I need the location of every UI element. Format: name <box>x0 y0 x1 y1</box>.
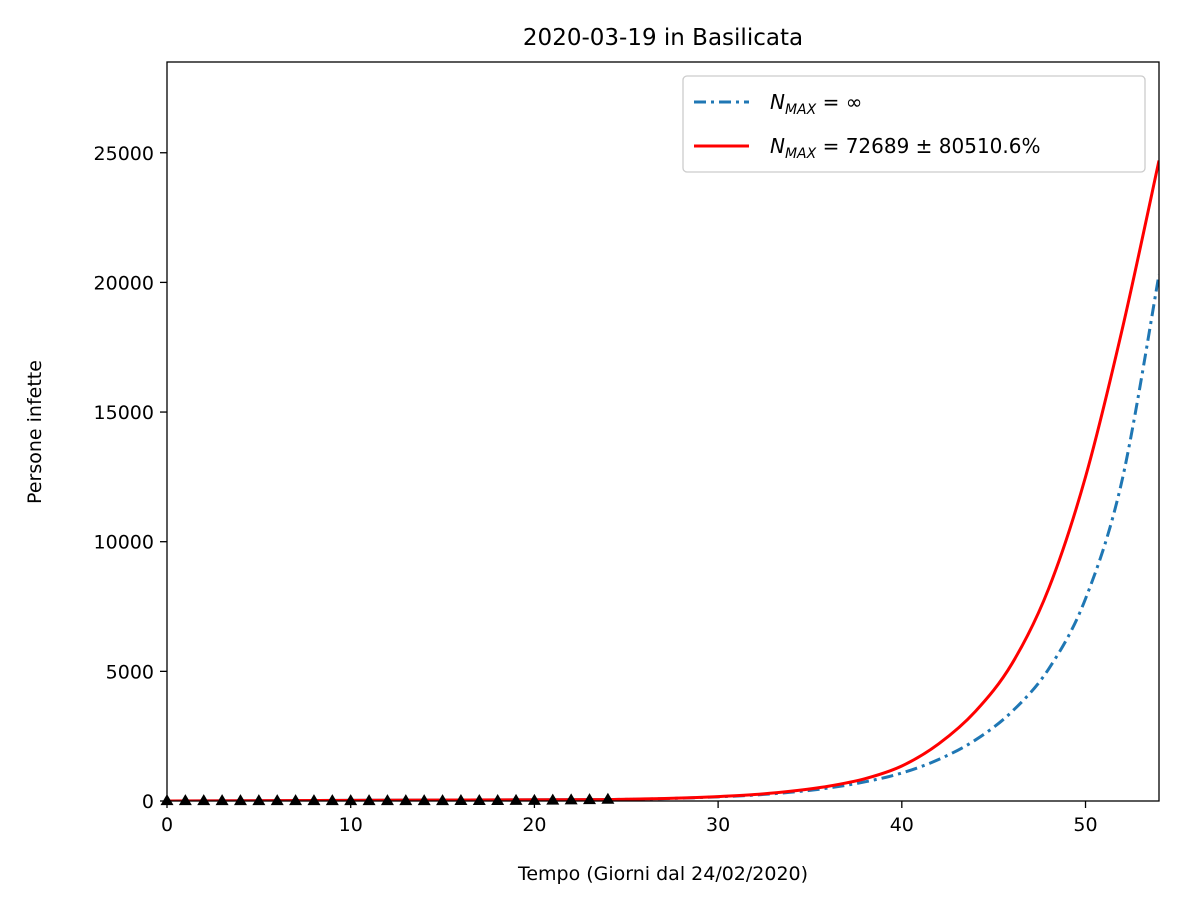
data-point-marker <box>380 794 394 806</box>
data-point-marker <box>325 794 339 806</box>
x-tick-label: 0 <box>161 814 173 836</box>
data-point-marker <box>233 794 247 806</box>
y-tick-label: 0 <box>142 791 154 813</box>
data-point-marker <box>472 794 486 806</box>
y-tick-label: 20000 <box>94 272 154 294</box>
plot-frame <box>166 61 1160 802</box>
legend-entry-label: NMAX = 72689 ± 80510.6% <box>770 134 1041 162</box>
x-tick-label: 50 <box>1073 814 1097 836</box>
data-point-marker <box>307 794 321 806</box>
data-point-marker <box>344 794 358 806</box>
data-point-marker <box>362 794 376 806</box>
data-point-marker <box>491 793 505 805</box>
data-point-marker <box>197 794 211 806</box>
data-point-marker <box>527 793 541 805</box>
x-axis: 0 10 20 30 40 50 <box>161 801 1098 836</box>
y-tick-label: 5000 <box>106 661 154 683</box>
data-point-marker <box>436 794 450 806</box>
data-point-marker <box>546 793 560 805</box>
data-point-marker <box>215 794 229 806</box>
data-point-marker <box>178 794 192 806</box>
x-tick-label: 10 <box>339 814 363 836</box>
x-tick-label: 30 <box>706 814 730 836</box>
y-tick-label: 10000 <box>94 532 154 554</box>
series-group <box>167 160 1159 801</box>
y-tick-label: 15000 <box>94 402 154 424</box>
data-point-marker <box>454 794 468 806</box>
data-point-marker <box>564 793 578 805</box>
plot-area <box>160 61 1160 806</box>
y-axis-label: Persone infette <box>24 360 46 504</box>
x-tick-label: 20 <box>522 814 546 836</box>
data-point-marker <box>270 794 284 806</box>
series-line-infinite <box>607 274 1159 801</box>
series-line-logistic <box>607 160 1159 801</box>
data-point-marker <box>399 794 413 806</box>
chart-title: 2020-03-19 in Basilicata <box>523 25 803 51</box>
x-tick-label: 40 <box>890 814 914 836</box>
legend: NMAX = ∞ NMAX = 72689 ± 80510.6% <box>682 75 1146 173</box>
data-point-marker <box>289 794 303 806</box>
data-point-marker <box>252 794 266 806</box>
data-point-marker <box>417 794 431 806</box>
data-point-marker <box>509 793 523 805</box>
x-axis-label: Tempo (Giorni dal 24/02/2020) <box>517 863 808 885</box>
legend-entry-label: NMAX = ∞ <box>770 90 862 118</box>
y-axis: 0 5000 10000 15000 20000 25000 <box>94 143 167 813</box>
y-tick-label: 25000 <box>94 143 154 165</box>
legend-box <box>682 75 1146 173</box>
